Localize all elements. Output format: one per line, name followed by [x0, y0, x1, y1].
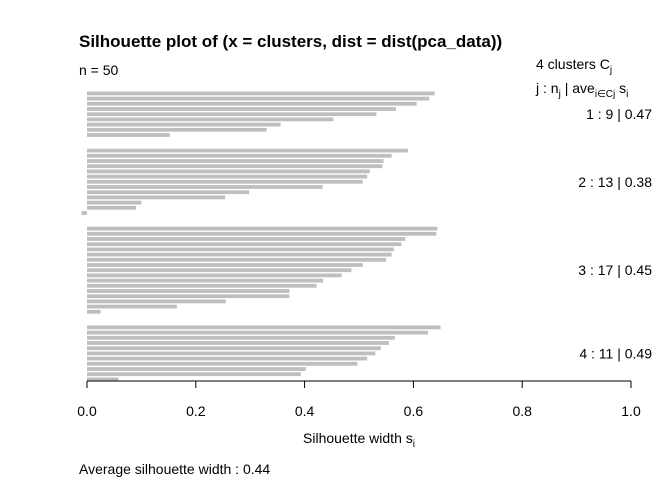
- silhouette-bar-c3-13: [87, 289, 290, 293]
- silhouette-bar-c4-8: [87, 361, 358, 366]
- x-tick-label-2: 0.4: [295, 403, 315, 419]
- silhouette-bar-c2-3: [87, 159, 384, 163]
- silhouette-bar-c4-3: [87, 335, 395, 340]
- cluster-header-line2-b-sub: i∈Cj: [595, 89, 615, 100]
- cluster-labels-group: 1 : 9 | 0.47 2 : 13 | 0.38 3 : 17 | 0.45 4 …: [578, 106, 652, 361]
- silhouette-bar-c3-14: [87, 294, 290, 299]
- cluster-header-line2-a-sub: j: [558, 89, 561, 100]
- silhouette-bar-c3-3: [87, 237, 406, 241]
- silhouette-bar-c2-1: [87, 148, 408, 153]
- cluster-header-line1-sub: j: [609, 65, 612, 76]
- silhouette-bar-c2-2: [87, 153, 392, 158]
- silhouette-bar-c3-8: [87, 263, 363, 267]
- silhouette-bar-c1-7: [87, 122, 281, 127]
- silhouette-bar-c3-7: [87, 257, 387, 262]
- silhouette-bar-c3-16: [87, 304, 177, 309]
- x-tick-label-1: 0.2: [186, 403, 206, 419]
- cluster-label-1: 1 : 9 | 0.47: [586, 106, 652, 122]
- silhouette-bar-c3-6: [87, 252, 392, 257]
- silhouette-bar-c3-12: [87, 283, 317, 288]
- silhouette-bar-c4-11: [87, 377, 119, 382]
- n-label: n = 50: [79, 62, 119, 78]
- silhouette-bar-c2-12: [87, 205, 136, 210]
- bars-group: [81, 91, 441, 382]
- silhouette-bar-c2-13: [81, 211, 87, 215]
- cluster-header-line2-b: | ave: [561, 80, 595, 96]
- silhouette-bar-c4-2: [87, 330, 429, 335]
- silhouette-bar-c3-15: [87, 299, 226, 304]
- silhouette-bar-c2-4: [87, 164, 383, 169]
- x-axis-label: Silhouette width si: [303, 430, 415, 450]
- silhouette-bar-c4-10: [87, 372, 301, 377]
- silhouette-bar-c1-6: [87, 117, 334, 122]
- cluster-label-4: 4 : 11 | 0.49: [579, 345, 652, 361]
- x-tick-label-4: 0.8: [512, 403, 532, 419]
- x-axis-label-main: Silhouette width s: [303, 430, 413, 446]
- x-tick-label-0: 0.0: [77, 403, 97, 419]
- silhouette-bar-c2-7: [87, 179, 363, 184]
- silhouette-bar-c4-9: [87, 367, 306, 371]
- silhouette-bar-c3-4: [87, 242, 402, 247]
- silhouette-bar-c3-11: [87, 278, 324, 283]
- silhouette-bar-c1-2: [87, 96, 430, 101]
- silhouette-bar-c2-9: [87, 190, 250, 195]
- cluster-header-line1: 4 clusters Cj: [536, 56, 612, 76]
- x-axis-label-sub: i: [413, 439, 415, 450]
- silhouette-bar-c1-5: [87, 112, 377, 117]
- x-tick-label-3: 0.6: [404, 403, 424, 419]
- silhouette-bar-c4-4: [87, 341, 389, 345]
- cluster-header-line2-c: s: [615, 80, 626, 96]
- cluster-header-line2-c-sub: i: [626, 89, 628, 100]
- cluster-label-2: 2 : 13 | 0.38: [578, 174, 652, 190]
- silhouette-bar-c3-17: [87, 309, 101, 314]
- silhouette-bar-c2-6: [87, 174, 368, 179]
- cluster-label-3: 3 : 17 | 0.45: [578, 262, 652, 278]
- silhouette-bar-c1-4: [87, 107, 396, 111]
- silhouette-bar-c3-1: [87, 226, 438, 231]
- silhouette-bar-c2-10: [87, 195, 226, 200]
- cluster-header-line2: j : nj | avei∈Cj si: [535, 80, 628, 100]
- average-silhouette-width: Average silhouette width : 0.44: [79, 461, 270, 477]
- silhouette-bar-c3-2: [87, 231, 437, 236]
- silhouette-bar-c1-3: [87, 101, 417, 106]
- silhouette-bar-c3-9: [87, 268, 352, 273]
- silhouette-bar-c4-5: [87, 346, 381, 351]
- cluster-header-line1-main: 4 clusters C: [536, 56, 610, 72]
- silhouette-bar-c4-7: [87, 356, 368, 361]
- silhouette-bar-c3-5: [87, 247, 394, 252]
- chart-title: Silhouette plot of (x = clusters, dist =…: [79, 32, 502, 51]
- x-tick-label-5: 1.0: [621, 403, 641, 419]
- x-axis: 0.0 0.2 0.4 0.6 0.8 1.0: [77, 380, 641, 419]
- silhouette-bar-c2-11: [87, 200, 142, 205]
- silhouette-bar-c4-1: [87, 325, 441, 330]
- silhouette-bar-c2-8: [87, 185, 323, 189]
- silhouette-bar-c4-6: [87, 351, 376, 356]
- cluster-header-line2-a: j : n: [535, 80, 559, 96]
- silhouette-bar-c1-9: [87, 133, 170, 137]
- silhouette-bar-c3-10: [87, 273, 342, 278]
- silhouette-bar-c2-5: [87, 169, 370, 174]
- silhouette-bar-c1-1: [87, 91, 435, 96]
- silhouette-bar-c1-8: [87, 127, 267, 132]
